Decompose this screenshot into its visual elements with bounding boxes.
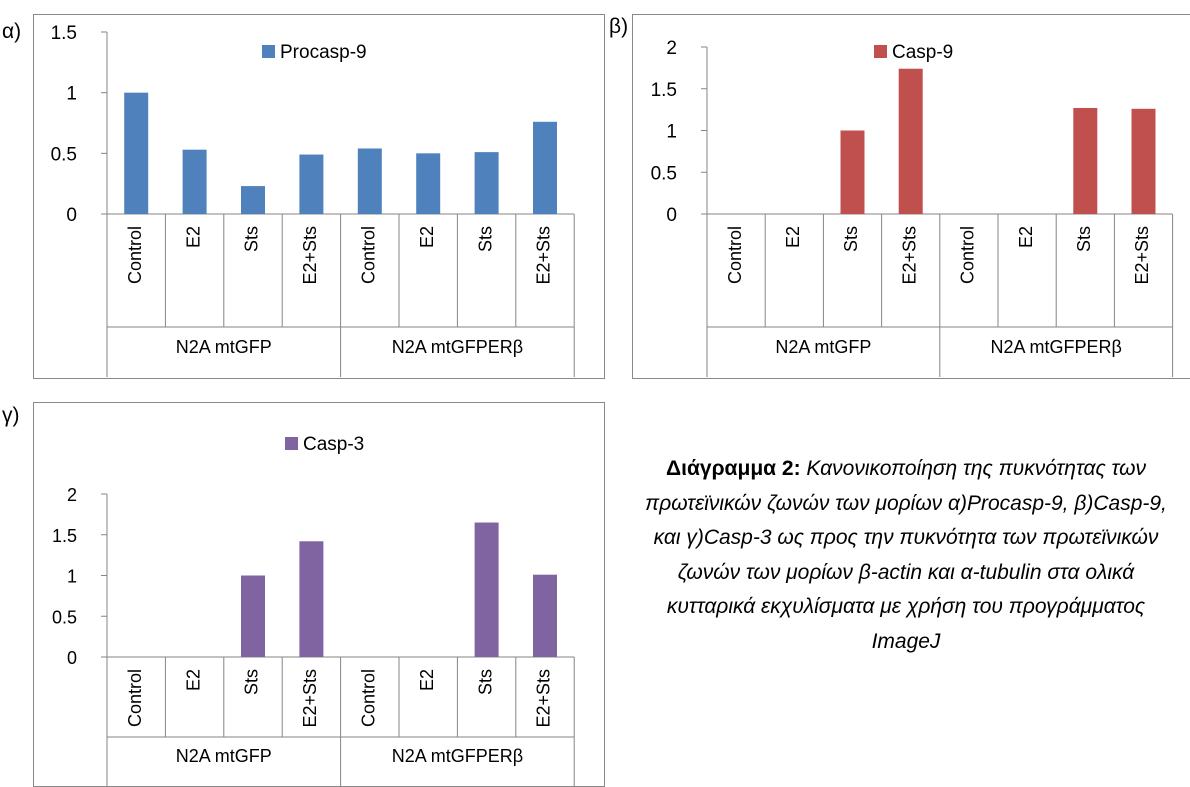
c2-category-label: Sts: [1074, 226, 1094, 252]
c3-category-label: E2+Sts: [300, 669, 320, 728]
c2-category-label: Control: [725, 226, 745, 284]
c3-group-label: N2A mtGFP: [176, 746, 272, 766]
c1-category-label: E2+Sts: [300, 226, 320, 285]
figure-caption: Διάγραμμα 2: Κανονικοποίηση της πυκνότητ…: [636, 452, 1176, 659]
c1-y-tick-label: 1: [66, 84, 77, 105]
c1-legend-swatch: [262, 45, 275, 58]
c3-category-label: Control: [125, 669, 145, 727]
c1-bar: [241, 186, 265, 214]
c1-category-label: Sts: [242, 226, 262, 252]
c1-category-label: E2: [417, 226, 437, 248]
c3-bar: [474, 522, 499, 657]
c2-legend-label: Casp-9: [892, 42, 953, 63]
c1-bar: [124, 92, 149, 214]
panel-label-c: γ): [2, 404, 20, 427]
c2-bar: [840, 130, 865, 214]
c1-bar: [299, 154, 324, 214]
c3-group-label: N2A mtGFPERβ: [392, 746, 523, 766]
panel-label-b: β): [609, 15, 629, 38]
c2-category-label: Control: [958, 226, 978, 284]
c1-bar: [357, 148, 382, 214]
c2-y-tick-label: 1.5: [651, 80, 677, 101]
c1-category-label: E2+Sts: [534, 226, 554, 285]
c3-y-tick-label: 0.5: [52, 607, 77, 627]
c2-group-label: N2A mtGFPERβ: [991, 337, 1122, 357]
c1-y-tick-label: 0.5: [51, 144, 77, 165]
c2-y-tick-label: 0.5: [651, 163, 677, 184]
c1-group-label: N2A mtGFPERβ: [392, 337, 523, 357]
caption-text: Κανονικοποίηση της πυκνότητας των πρωτεϊ…: [645, 457, 1167, 653]
c2-category-label: Sts: [841, 226, 861, 252]
c1-category-label: Control: [125, 226, 145, 284]
c3-bar: [241, 575, 265, 657]
c1-category-label: Sts: [475, 226, 495, 252]
c1-y-tick-label: 0: [66, 205, 77, 226]
c2-bar: [1131, 108, 1156, 214]
c2-legend-swatch: [874, 45, 887, 58]
c1-y-tick-label: 1.5: [51, 23, 77, 44]
c3-category-label: E2+Sts: [534, 669, 554, 728]
c3-legend-label: Casp-3: [303, 434, 364, 455]
c1-legend-label: Procasp-9: [280, 42, 367, 63]
c1-group-label: N2A mtGFP: [176, 337, 272, 357]
c3-y-tick-label: 1.5: [52, 526, 77, 546]
c1-bar: [533, 121, 557, 214]
c3-legend-swatch: [285, 437, 298, 450]
c2-category-label: E2: [1016, 226, 1036, 248]
c2-bar: [898, 68, 923, 215]
c3-category-label: Sts: [475, 669, 495, 695]
c1-bar: [474, 152, 499, 214]
c3-y-tick-label: 1: [67, 567, 77, 587]
caption-heading: Διάγραμμα 2:: [666, 457, 801, 480]
c2-category-label: E2: [783, 226, 803, 248]
c2-bar: [1073, 107, 1098, 214]
c3-y-tick-label: 2: [67, 485, 77, 505]
c1-category-label: Control: [359, 226, 379, 284]
c3-bar: [299, 541, 324, 657]
c2-y-tick-label: 2: [666, 38, 677, 59]
c3-category-label: E2: [183, 669, 203, 691]
c3-category-label: E2: [417, 669, 437, 691]
c3-category-label: Sts: [242, 669, 262, 695]
c2-y-tick-label: 0: [666, 205, 677, 226]
c2-group-label: N2A mtGFP: [775, 337, 871, 357]
c1-bar: [416, 153, 441, 214]
c3-y-tick-label: 0: [67, 648, 77, 668]
panel-label-a: α): [2, 20, 22, 43]
c2-category-label: E2+Sts: [899, 226, 919, 285]
c2-y-tick-label: 1: [666, 122, 677, 143]
c3-category-label: Control: [359, 669, 379, 727]
c1-bar: [182, 149, 207, 214]
c2-category-label: E2+Sts: [1132, 226, 1152, 285]
c3-bar: [533, 574, 557, 657]
c1-category-label: E2: [183, 226, 203, 248]
